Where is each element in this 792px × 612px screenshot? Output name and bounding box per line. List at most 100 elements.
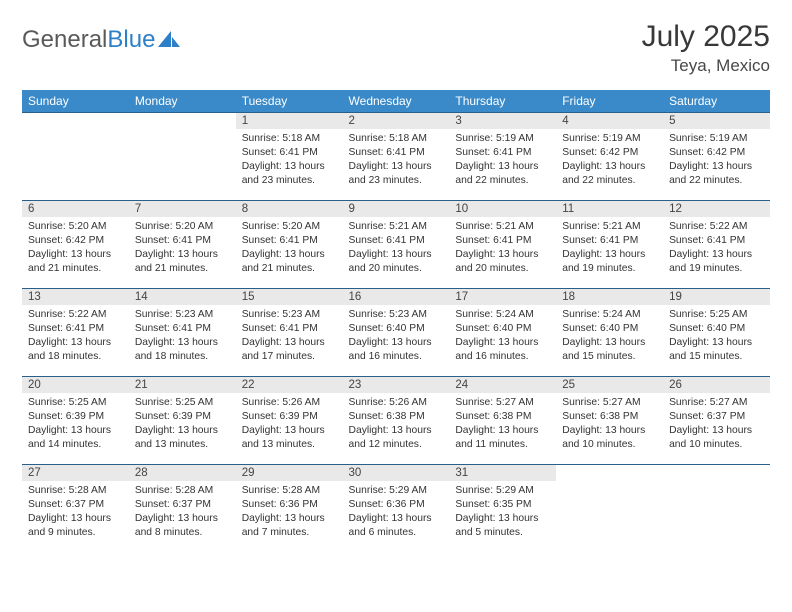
calendar-cell: .. <box>556 465 663 553</box>
day-number: 5 <box>663 113 770 129</box>
logo-blue: Blue <box>107 26 155 53</box>
day-body: Sunrise: 5:19 AMSunset: 6:42 PMDaylight:… <box>663 129 770 193</box>
day-number: 14 <box>129 289 236 305</box>
day-number: 6 <box>22 201 129 217</box>
weekday-header: Monday <box>129 90 236 113</box>
day-number: 25 <box>556 377 663 393</box>
calendar-cell: 19Sunrise: 5:25 AMSunset: 6:40 PMDayligh… <box>663 289 770 377</box>
calendar-row: 27Sunrise: 5:28 AMSunset: 6:37 PMDayligh… <box>22 465 770 553</box>
day-number: 29 <box>236 465 343 481</box>
day-body: Sunrise: 5:23 AMSunset: 6:41 PMDaylight:… <box>129 305 236 369</box>
day-body: Sunrise: 5:21 AMSunset: 6:41 PMDaylight:… <box>449 217 556 281</box>
calendar-cell: 26Sunrise: 5:27 AMSunset: 6:37 PMDayligh… <box>663 377 770 465</box>
day-body: Sunrise: 5:20 AMSunset: 6:41 PMDaylight:… <box>236 217 343 281</box>
day-number: 20 <box>22 377 129 393</box>
calendar-cell: 21Sunrise: 5:25 AMSunset: 6:39 PMDayligh… <box>129 377 236 465</box>
day-number: 23 <box>343 377 450 393</box>
day-body: Sunrise: 5:25 AMSunset: 6:39 PMDaylight:… <box>22 393 129 457</box>
day-body: Sunrise: 5:27 AMSunset: 6:38 PMDaylight:… <box>449 393 556 457</box>
day-number: 22 <box>236 377 343 393</box>
day-number: 13 <box>22 289 129 305</box>
calendar-cell: 23Sunrise: 5:26 AMSunset: 6:38 PMDayligh… <box>343 377 450 465</box>
calendar-cell: 11Sunrise: 5:21 AMSunset: 6:41 PMDayligh… <box>556 201 663 289</box>
calendar-cell: 6Sunrise: 5:20 AMSunset: 6:42 PMDaylight… <box>22 201 129 289</box>
day-body: Sunrise: 5:23 AMSunset: 6:41 PMDaylight:… <box>236 305 343 369</box>
calendar-body: ....1Sunrise: 5:18 AMSunset: 6:41 PMDayl… <box>22 113 770 553</box>
day-number: 3 <box>449 113 556 129</box>
day-number: 12 <box>663 201 770 217</box>
day-body: Sunrise: 5:25 AMSunset: 6:39 PMDaylight:… <box>129 393 236 457</box>
calendar-row: ....1Sunrise: 5:18 AMSunset: 6:41 PMDayl… <box>22 113 770 201</box>
day-body: Sunrise: 5:20 AMSunset: 6:42 PMDaylight:… <box>22 217 129 281</box>
calendar-cell: 2Sunrise: 5:18 AMSunset: 6:41 PMDaylight… <box>343 113 450 201</box>
day-body: Sunrise: 5:29 AMSunset: 6:36 PMDaylight:… <box>343 481 450 545</box>
logo: GeneralBlue <box>22 26 180 54</box>
calendar-cell: 3Sunrise: 5:19 AMSunset: 6:41 PMDaylight… <box>449 113 556 201</box>
day-number: 4 <box>556 113 663 129</box>
day-body: Sunrise: 5:22 AMSunset: 6:41 PMDaylight:… <box>22 305 129 369</box>
calendar-cell: 22Sunrise: 5:26 AMSunset: 6:39 PMDayligh… <box>236 377 343 465</box>
day-body: Sunrise: 5:26 AMSunset: 6:38 PMDaylight:… <box>343 393 450 457</box>
logo-text: GeneralBlue <box>22 26 155 54</box>
calendar-row: 6Sunrise: 5:20 AMSunset: 6:42 PMDaylight… <box>22 201 770 289</box>
calendar-cell: 13Sunrise: 5:22 AMSunset: 6:41 PMDayligh… <box>22 289 129 377</box>
calendar-cell: 17Sunrise: 5:24 AMSunset: 6:40 PMDayligh… <box>449 289 556 377</box>
day-body: Sunrise: 5:23 AMSunset: 6:40 PMDaylight:… <box>343 305 450 369</box>
day-body: Sunrise: 5:28 AMSunset: 6:37 PMDaylight:… <box>129 481 236 545</box>
weekday-header: Saturday <box>663 90 770 113</box>
logo-general: General <box>22 26 107 53</box>
day-number: 30 <box>343 465 450 481</box>
location: Teya, Mexico <box>642 56 770 76</box>
day-number: 21 <box>129 377 236 393</box>
day-body: Sunrise: 5:24 AMSunset: 6:40 PMDaylight:… <box>449 305 556 369</box>
day-body: Sunrise: 5:29 AMSunset: 6:35 PMDaylight:… <box>449 481 556 545</box>
header: GeneralBlue July 2025 Teya, Mexico <box>22 20 770 76</box>
weekday-header: Friday <box>556 90 663 113</box>
day-number: 9 <box>343 201 450 217</box>
calendar-cell: 12Sunrise: 5:22 AMSunset: 6:41 PMDayligh… <box>663 201 770 289</box>
day-number: 19 <box>663 289 770 305</box>
calendar-cell: 31Sunrise: 5:29 AMSunset: 6:35 PMDayligh… <box>449 465 556 553</box>
calendar-cell: 28Sunrise: 5:28 AMSunset: 6:37 PMDayligh… <box>129 465 236 553</box>
weekday-header: Wednesday <box>343 90 450 113</box>
calendar-cell: 25Sunrise: 5:27 AMSunset: 6:38 PMDayligh… <box>556 377 663 465</box>
title-block: July 2025 Teya, Mexico <box>642 20 770 76</box>
day-body: Sunrise: 5:26 AMSunset: 6:39 PMDaylight:… <box>236 393 343 457</box>
calendar-cell: 24Sunrise: 5:27 AMSunset: 6:38 PMDayligh… <box>449 377 556 465</box>
day-number: 1 <box>236 113 343 129</box>
calendar-cell: .. <box>663 465 770 553</box>
day-body: Sunrise: 5:27 AMSunset: 6:37 PMDaylight:… <box>663 393 770 457</box>
calendar-cell: 8Sunrise: 5:20 AMSunset: 6:41 PMDaylight… <box>236 201 343 289</box>
day-body: Sunrise: 5:19 AMSunset: 6:42 PMDaylight:… <box>556 129 663 193</box>
calendar-cell: 4Sunrise: 5:19 AMSunset: 6:42 PMDaylight… <box>556 113 663 201</box>
day-body: Sunrise: 5:19 AMSunset: 6:41 PMDaylight:… <box>449 129 556 193</box>
day-number: 10 <box>449 201 556 217</box>
calendar-cell: 9Sunrise: 5:21 AMSunset: 6:41 PMDaylight… <box>343 201 450 289</box>
calendar-cell: 20Sunrise: 5:25 AMSunset: 6:39 PMDayligh… <box>22 377 129 465</box>
day-number: 18 <box>556 289 663 305</box>
day-number: 16 <box>343 289 450 305</box>
day-number: 24 <box>449 377 556 393</box>
day-body: Sunrise: 5:21 AMSunset: 6:41 PMDaylight:… <box>556 217 663 281</box>
calendar-cell: 18Sunrise: 5:24 AMSunset: 6:40 PMDayligh… <box>556 289 663 377</box>
month-title: July 2025 <box>642 20 770 54</box>
day-body: Sunrise: 5:21 AMSunset: 6:41 PMDaylight:… <box>343 217 450 281</box>
day-number: 31 <box>449 465 556 481</box>
calendar-cell: .. <box>129 113 236 201</box>
day-body: Sunrise: 5:28 AMSunset: 6:37 PMDaylight:… <box>22 481 129 545</box>
calendar-cell: 14Sunrise: 5:23 AMSunset: 6:41 PMDayligh… <box>129 289 236 377</box>
day-number: 8 <box>236 201 343 217</box>
day-body: Sunrise: 5:28 AMSunset: 6:36 PMDaylight:… <box>236 481 343 545</box>
day-body: Sunrise: 5:27 AMSunset: 6:38 PMDaylight:… <box>556 393 663 457</box>
calendar-table: SundayMondayTuesdayWednesdayThursdayFrid… <box>22 90 770 553</box>
day-number: 26 <box>663 377 770 393</box>
day-number: 27 <box>22 465 129 481</box>
calendar-head: SundayMondayTuesdayWednesdayThursdayFrid… <box>22 90 770 113</box>
day-number: 28 <box>129 465 236 481</box>
calendar-row: 20Sunrise: 5:25 AMSunset: 6:39 PMDayligh… <box>22 377 770 465</box>
day-body: Sunrise: 5:18 AMSunset: 6:41 PMDaylight:… <box>343 129 450 193</box>
day-number: 15 <box>236 289 343 305</box>
calendar-cell: .. <box>22 113 129 201</box>
calendar-cell: 29Sunrise: 5:28 AMSunset: 6:36 PMDayligh… <box>236 465 343 553</box>
weekday-header: Sunday <box>22 90 129 113</box>
